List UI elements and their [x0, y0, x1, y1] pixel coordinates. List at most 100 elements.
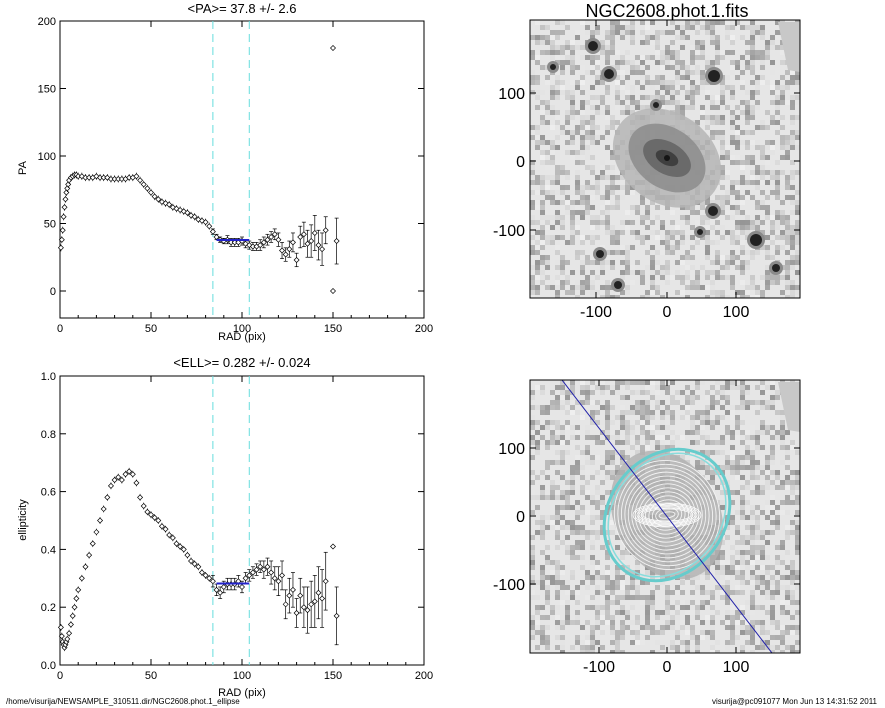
noise-pixel: [785, 565, 790, 570]
noise-pixel: [760, 490, 765, 495]
noise-pixel: [555, 510, 560, 515]
noise-pixel: [580, 510, 585, 515]
data-point: [246, 572, 253, 579]
noise-pixel: [775, 395, 780, 400]
noise-pixel: [740, 385, 745, 390]
noise-pixel: [735, 550, 740, 555]
noise-pixel: [765, 250, 770, 255]
noise-pixel: [620, 60, 625, 65]
noise-pixel: [550, 190, 555, 195]
isophote-ellipse: [624, 471, 710, 559]
noise-pixel: [660, 80, 665, 85]
noise-pixel: [740, 560, 745, 565]
noise-pixel: [765, 640, 770, 645]
noise-pixel: [540, 90, 545, 95]
noise-pixel: [595, 490, 600, 495]
noise-pixel: [760, 630, 765, 635]
noise-pixel: [785, 590, 790, 595]
noise-pixel: [740, 440, 745, 445]
noise-pixel: [720, 210, 725, 215]
noise-pixel: [630, 105, 635, 110]
noise-pixel: [770, 635, 775, 640]
noise-pixel: [605, 90, 610, 95]
noise-pixel: [660, 105, 665, 110]
data-point: [180, 546, 187, 553]
noise-pixel: [750, 515, 755, 520]
noise-pixel: [650, 285, 655, 290]
noise-pixel: [570, 505, 575, 510]
noise-pixel: [785, 530, 790, 535]
noise-pixel: [680, 230, 685, 235]
noise-pixel: [760, 470, 765, 475]
noise-pixel: [755, 580, 760, 585]
noise-pixel: [780, 245, 785, 250]
noise-pixel: [725, 425, 730, 430]
noise-pixel: [770, 530, 775, 535]
noise-pixel: [620, 585, 625, 590]
noise-pixel: [775, 100, 780, 105]
noise-pixel: [630, 270, 635, 275]
noise-pixel: [650, 275, 655, 280]
noise-pixel: [585, 145, 590, 150]
noise-pixel: [575, 500, 580, 505]
noise-pixel: [550, 140, 555, 145]
noise-pixel: [770, 485, 775, 490]
noise-pixel: [730, 385, 735, 390]
noise-pixel: [555, 450, 560, 455]
noise-pixel: [620, 595, 625, 600]
noise-pixel: [625, 430, 630, 435]
noise-pixel: [650, 85, 655, 90]
noise-pixel: [780, 95, 785, 100]
noise-pixel: [725, 150, 730, 155]
noise-pixel: [745, 180, 750, 185]
x-tick-label: 100: [233, 323, 251, 335]
noise-pixel: [670, 395, 675, 400]
noise-pixel: [765, 515, 770, 520]
image-y-tick-label: -100: [493, 223, 525, 240]
footer-file-path: /home/visurija/NEWSAMPLE_310511.dir/NGC2…: [6, 697, 240, 706]
noise-pixel: [690, 390, 695, 395]
noise-pixel: [690, 255, 695, 260]
noise-pixel: [610, 225, 615, 230]
noise-pixel: [705, 430, 710, 435]
noise-pixel: [700, 585, 705, 590]
noise-pixel: [775, 245, 780, 250]
noise-pixel: [615, 415, 620, 420]
noise-pixel: [690, 50, 695, 55]
noise-pixel: [585, 470, 590, 475]
noise-pixel: [590, 290, 595, 295]
noise-pixel: [785, 100, 790, 105]
noise-pixel: [550, 490, 555, 495]
noise-pixel: [765, 110, 770, 115]
noise-pixel: [535, 610, 540, 615]
noise-pixel: [750, 40, 755, 45]
noise-pixel: [785, 175, 790, 180]
noise-pixel: [730, 115, 735, 120]
noise-pixel: [530, 105, 535, 110]
data-point: [144, 508, 151, 515]
noise-pixel: [750, 470, 755, 475]
noise-pixel: [790, 110, 795, 115]
noise-pixel: [625, 455, 630, 460]
noise-pixel: [590, 295, 595, 298]
noise-pixel: [720, 295, 725, 298]
noise-pixel: [675, 610, 680, 615]
noise-pixel: [790, 70, 795, 75]
noise-pixel: [640, 620, 645, 625]
noise-pixel: [575, 225, 580, 230]
noise-pixel: [770, 510, 775, 515]
noise-pixel: [785, 140, 790, 145]
noise-pixel: [710, 120, 715, 125]
noise-pixel: [580, 465, 585, 470]
noise-pixel: [775, 210, 780, 215]
noise-pixel: [755, 620, 760, 625]
noise-pixel: [625, 30, 630, 35]
noise-pixel: [590, 125, 595, 130]
noise-pixel: [730, 50, 735, 55]
noise-pixel: [670, 90, 675, 95]
noise-pixel: [710, 295, 715, 298]
noise-pixel: [795, 285, 800, 290]
data-point: [202, 572, 209, 579]
noise-pixel: [555, 85, 560, 90]
noise-pixel: [700, 460, 705, 465]
